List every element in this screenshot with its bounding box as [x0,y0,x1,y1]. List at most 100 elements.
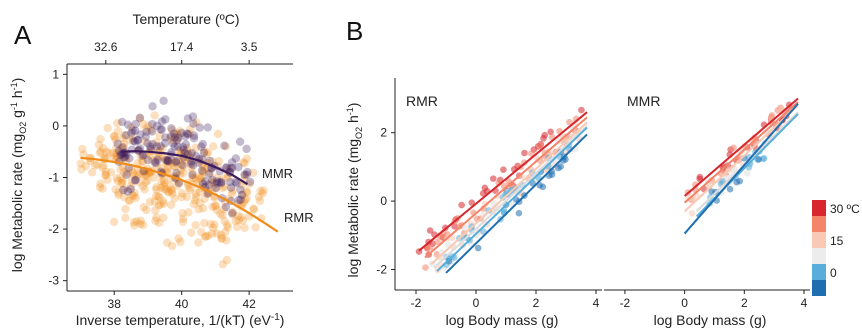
panel-a-point-rmr [116,165,125,174]
panel-a-point-rmr [165,181,174,190]
panel-a-point-mmr [121,131,131,140]
panel-a-point-rmr [190,196,200,205]
panel-a-point-rmr [208,157,217,166]
panel-b-y-tick-label: 2 [380,126,387,140]
panel-a-point-rmr [128,168,138,178]
panel-a-point-rmr [123,168,133,178]
panel-b-rmr-facet-title: RMR [406,93,438,109]
panel-a-top-tick-label: 32.6 [94,40,118,54]
panel-a-point-mmr [160,138,170,148]
panel-a-point-rmr [119,167,129,177]
panel-a-point-mmr [232,179,241,188]
panel-a-point-rmr [182,144,192,153]
panel-b-rmr-points [415,106,585,274]
panel-a-point-rmr [179,168,188,178]
panel-a-point-rmr [170,194,179,203]
panel-a-point-mmr [227,163,237,173]
panel-a-point-rmr [140,137,150,146]
panel-a-point-rmr [159,176,169,185]
panel-a-point-mmr [188,170,197,180]
panel-a-point-rmr [185,129,194,139]
panel-a-point-rmr [187,163,196,172]
panel-a-point-mmr [245,177,255,186]
panel-a-point-rmr [156,200,165,209]
panel-a-point-mmr [197,166,207,175]
panel-a-point-rmr [109,131,119,141]
panel-a-fits [80,150,279,233]
panel-a-point-rmr [142,205,151,215]
panel-a-point-rmr [202,149,212,159]
panel-a-point-rmr [121,153,130,162]
panel-b-rmr-point [537,142,544,150]
panel-a-point-mmr [179,145,188,155]
panel-a-point-mmr [169,129,179,138]
panel-a-point-mmr [166,132,176,141]
panel-a-point-rmr [199,167,208,177]
panel-a-y-tick-label: -3 [48,274,59,288]
panel-a-point-rmr [178,208,187,218]
panel-a-point-rmr [125,136,135,145]
panel-a-point-rmr [192,118,201,127]
panel-a-point-rmr [220,182,229,192]
panel-a-point-rmr [161,156,171,165]
panel-a-point-rmr [221,227,230,237]
panel-a-point-rmr [130,221,139,230]
panel-a-y-tick-label: 1 [52,67,59,81]
panel-a-point-mmr [131,175,140,185]
panel-b-rmr-x-axis-label: log Body mass (g) [446,312,559,328]
panel-a-point-rmr [134,169,143,178]
panel-a-point-rmr [154,152,163,161]
panel-a-point-rmr [154,192,163,201]
panel-b-mmr-x-axis-label: log Body mass (g) [654,312,767,328]
panel-a-point-rmr [175,126,185,136]
panel-b-mmr-points [684,101,793,217]
panel-a-point-mmr [178,142,188,152]
panel-a-point-rmr [150,197,159,206]
panel-a-point-mmr [221,202,231,212]
panel-a-point-mmr [143,155,153,165]
panel-a-point-rmr [191,143,200,152]
panel-b-rmr-fit-line [424,116,588,259]
panel-a-point-rmr [136,152,145,161]
panel-a-point-rmr [191,192,201,202]
panel-a-point-rmr [167,156,176,165]
panel-a-point-mmr [170,133,179,142]
panel-a-point-rmr [242,187,251,196]
panel-a-point-rmr [228,210,237,219]
legend-swatch-0 [812,280,826,296]
panel-b-mmr-facet-title: MMR [627,93,660,109]
panel-a-point-rmr [114,188,123,197]
panel-a-point-rmr [166,133,175,143]
panel-a-point-rmr [138,182,148,191]
panel-a-point-mmr [119,185,128,195]
panel-b-rmr-fit-line [418,111,588,252]
panel-b-rmr-x-tick-label: 0 [473,296,480,310]
panel-a-point-rmr [77,165,86,174]
panel-a-point-rmr [173,156,183,165]
panel-a-point-rmr [158,144,167,153]
panel-a-point-rmr [131,193,141,203]
panel-a-point-rmr [117,178,126,188]
panel-a-point-mmr [123,187,133,196]
panel-a-point-rmr [170,161,179,171]
panel-a-point-mmr [187,148,197,158]
panel-a-point-rmr [141,150,150,160]
panel-b-mmr-point [733,178,740,186]
panel-a-point-mmr [128,126,137,135]
panel-a-point-mmr [163,156,173,166]
panel-a-point-rmr [239,158,248,167]
panel-a-point-rmr [238,190,247,199]
panel-a-point-rmr [121,156,131,165]
panel-a-point-rmr [227,189,237,198]
panel-a-point-rmr [234,215,243,225]
panel-a-point-mmr [188,161,198,170]
panel-a-point-rmr [200,146,209,156]
panel-a-point-rmr [120,184,129,193]
panel-a-point-mmr [234,162,243,172]
panel-a-point-mmr [235,137,245,146]
panel-a-point-mmr [215,178,224,187]
legend-label-15: 15 [830,234,844,248]
panel-a-x-axis-label: Inverse temperature, 1/(kT) (eV-1) [76,312,285,328]
panel-a-point-rmr [154,153,163,162]
panel-a-point-rmr [101,170,110,180]
